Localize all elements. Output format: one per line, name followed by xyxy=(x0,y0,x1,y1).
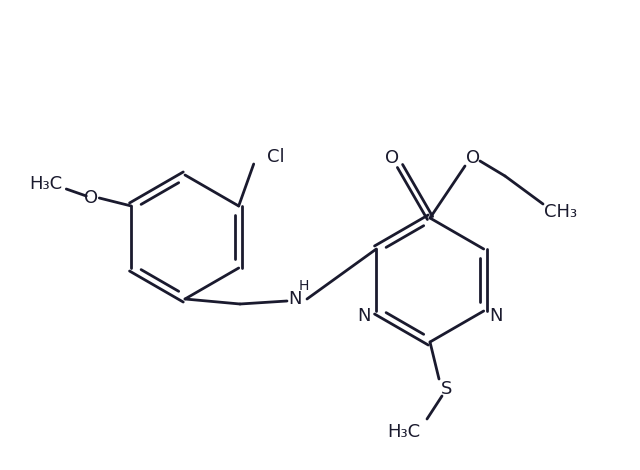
Text: N: N xyxy=(288,290,301,308)
Text: S: S xyxy=(442,380,452,398)
Text: H₃C: H₃C xyxy=(29,175,63,193)
Text: Cl: Cl xyxy=(267,148,284,166)
Text: O: O xyxy=(385,149,399,167)
Text: H₃C: H₃C xyxy=(387,423,420,441)
Text: O: O xyxy=(466,149,480,167)
Text: H: H xyxy=(299,279,309,293)
Text: CH₃: CH₃ xyxy=(545,203,577,221)
Text: N: N xyxy=(489,307,502,325)
Text: O: O xyxy=(84,189,99,207)
Text: N: N xyxy=(358,307,371,325)
